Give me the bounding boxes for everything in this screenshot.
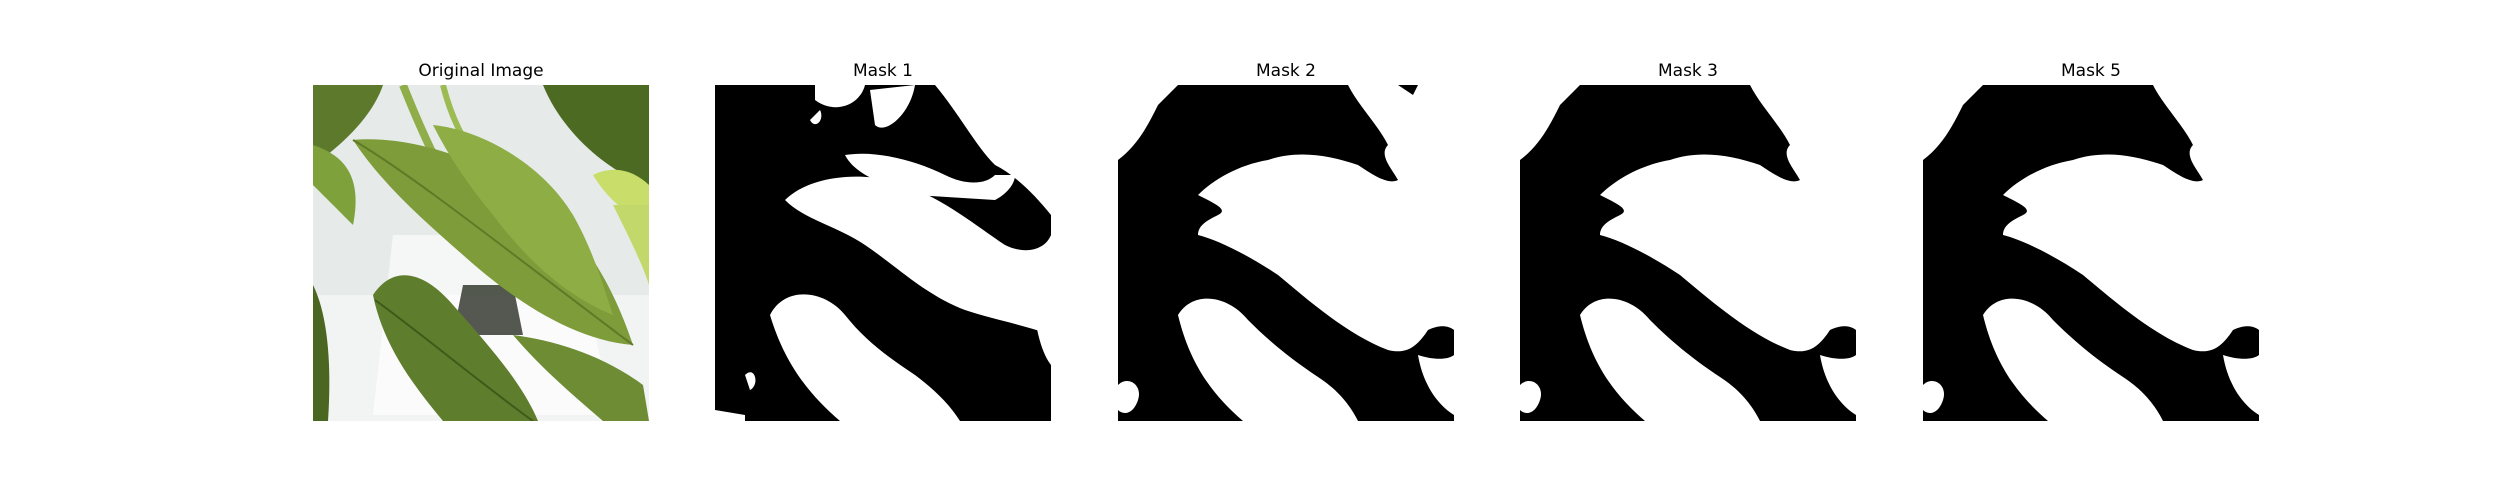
mask-5-shape — [1923, 85, 2259, 421]
mask-3-image — [1520, 85, 1856, 421]
mask-2-title: Mask 2 — [1255, 61, 1316, 81]
mask-2-shape — [1118, 85, 1454, 421]
original-image-title: Original Image — [418, 61, 544, 81]
mask-3-title: Mask 3 — [1657, 61, 1718, 81]
mask-2-image — [1118, 85, 1454, 421]
mask-5-image — [1923, 85, 2259, 421]
mask-1-title: Mask 1 — [852, 61, 913, 81]
mask-3-shape — [1520, 85, 1856, 421]
mask-5-title: Mask 5 — [2060, 61, 2121, 81]
original-image — [313, 85, 649, 421]
plant-leaves-photo — [313, 85, 649, 421]
mask-1-shape — [715, 85, 1051, 421]
mask-1-image — [715, 85, 1051, 421]
